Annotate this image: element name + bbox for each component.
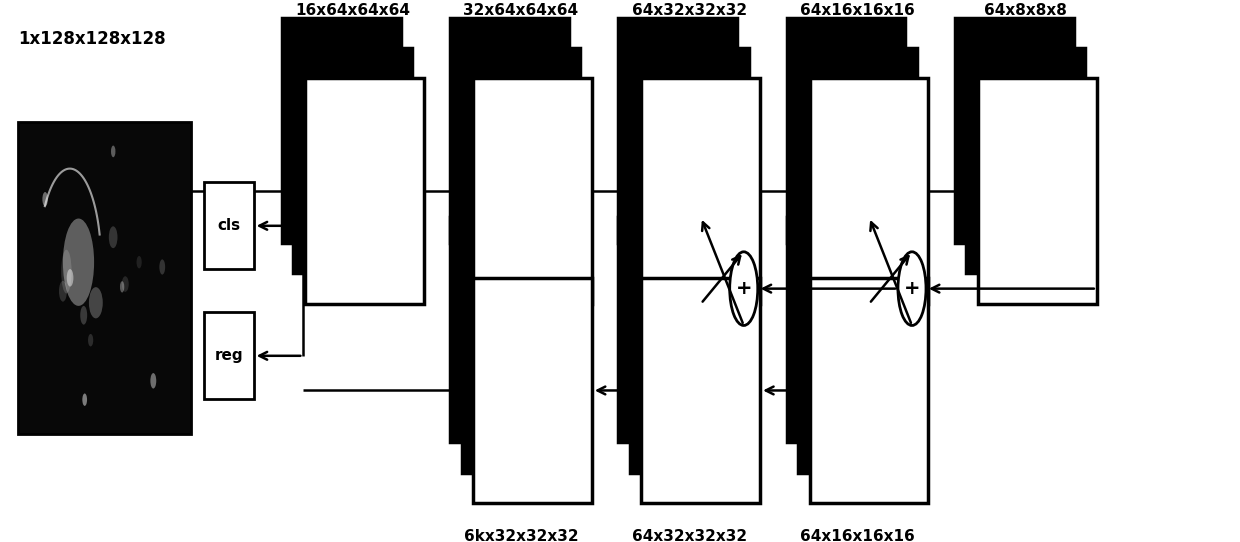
- Polygon shape: [641, 79, 760, 304]
- Text: 64x32x32x32: 64x32x32x32: [631, 529, 746, 542]
- Circle shape: [160, 260, 165, 275]
- Text: +: +: [904, 279, 920, 298]
- Text: 64x16x16x16: 64x16x16x16: [800, 3, 915, 18]
- Ellipse shape: [61, 250, 72, 293]
- Polygon shape: [786, 217, 905, 442]
- Circle shape: [120, 281, 124, 293]
- Polygon shape: [305, 79, 424, 304]
- Text: 64x8x8x8: 64x8x8x8: [985, 3, 1068, 18]
- Circle shape: [112, 146, 115, 157]
- Ellipse shape: [63, 218, 94, 306]
- Text: 6kx32x32x32: 6kx32x32x32: [464, 529, 578, 542]
- Ellipse shape: [136, 256, 141, 268]
- Circle shape: [729, 252, 758, 325]
- Circle shape: [898, 252, 926, 325]
- Circle shape: [150, 373, 156, 389]
- Polygon shape: [955, 18, 1074, 243]
- Circle shape: [82, 393, 87, 406]
- Text: 32x64x64x64: 32x64x64x64: [464, 3, 579, 18]
- Polygon shape: [17, 122, 191, 434]
- Text: cls: cls: [217, 218, 241, 233]
- Text: reg: reg: [215, 349, 243, 363]
- Polygon shape: [205, 183, 254, 269]
- Polygon shape: [474, 79, 591, 304]
- Polygon shape: [450, 18, 569, 243]
- Circle shape: [42, 192, 48, 207]
- Polygon shape: [810, 278, 929, 503]
- Polygon shape: [799, 48, 916, 274]
- Polygon shape: [786, 18, 905, 243]
- Circle shape: [67, 269, 73, 287]
- Ellipse shape: [88, 334, 93, 346]
- Text: 64x16x16x16: 64x16x16x16: [800, 529, 915, 542]
- Polygon shape: [619, 18, 737, 243]
- Text: 1x128x128x128: 1x128x128x128: [17, 30, 165, 48]
- Ellipse shape: [89, 287, 103, 318]
- Polygon shape: [630, 48, 749, 274]
- Ellipse shape: [81, 306, 87, 325]
- Polygon shape: [474, 278, 591, 503]
- Polygon shape: [294, 48, 412, 274]
- Polygon shape: [281, 18, 401, 243]
- Text: 16x64x64x64: 16x64x64x64: [295, 3, 410, 18]
- Polygon shape: [619, 217, 737, 442]
- Polygon shape: [810, 79, 929, 304]
- Polygon shape: [799, 248, 916, 473]
- Text: +: +: [735, 279, 751, 298]
- Polygon shape: [978, 79, 1096, 304]
- Text: 64x32x32x32: 64x32x32x32: [631, 3, 746, 18]
- Polygon shape: [450, 217, 569, 442]
- Polygon shape: [641, 278, 760, 503]
- Circle shape: [60, 281, 67, 302]
- Polygon shape: [461, 248, 580, 473]
- Polygon shape: [461, 48, 580, 274]
- Polygon shape: [630, 248, 749, 473]
- Polygon shape: [966, 48, 1085, 274]
- Ellipse shape: [109, 227, 118, 248]
- Ellipse shape: [122, 276, 129, 292]
- Polygon shape: [205, 313, 254, 399]
